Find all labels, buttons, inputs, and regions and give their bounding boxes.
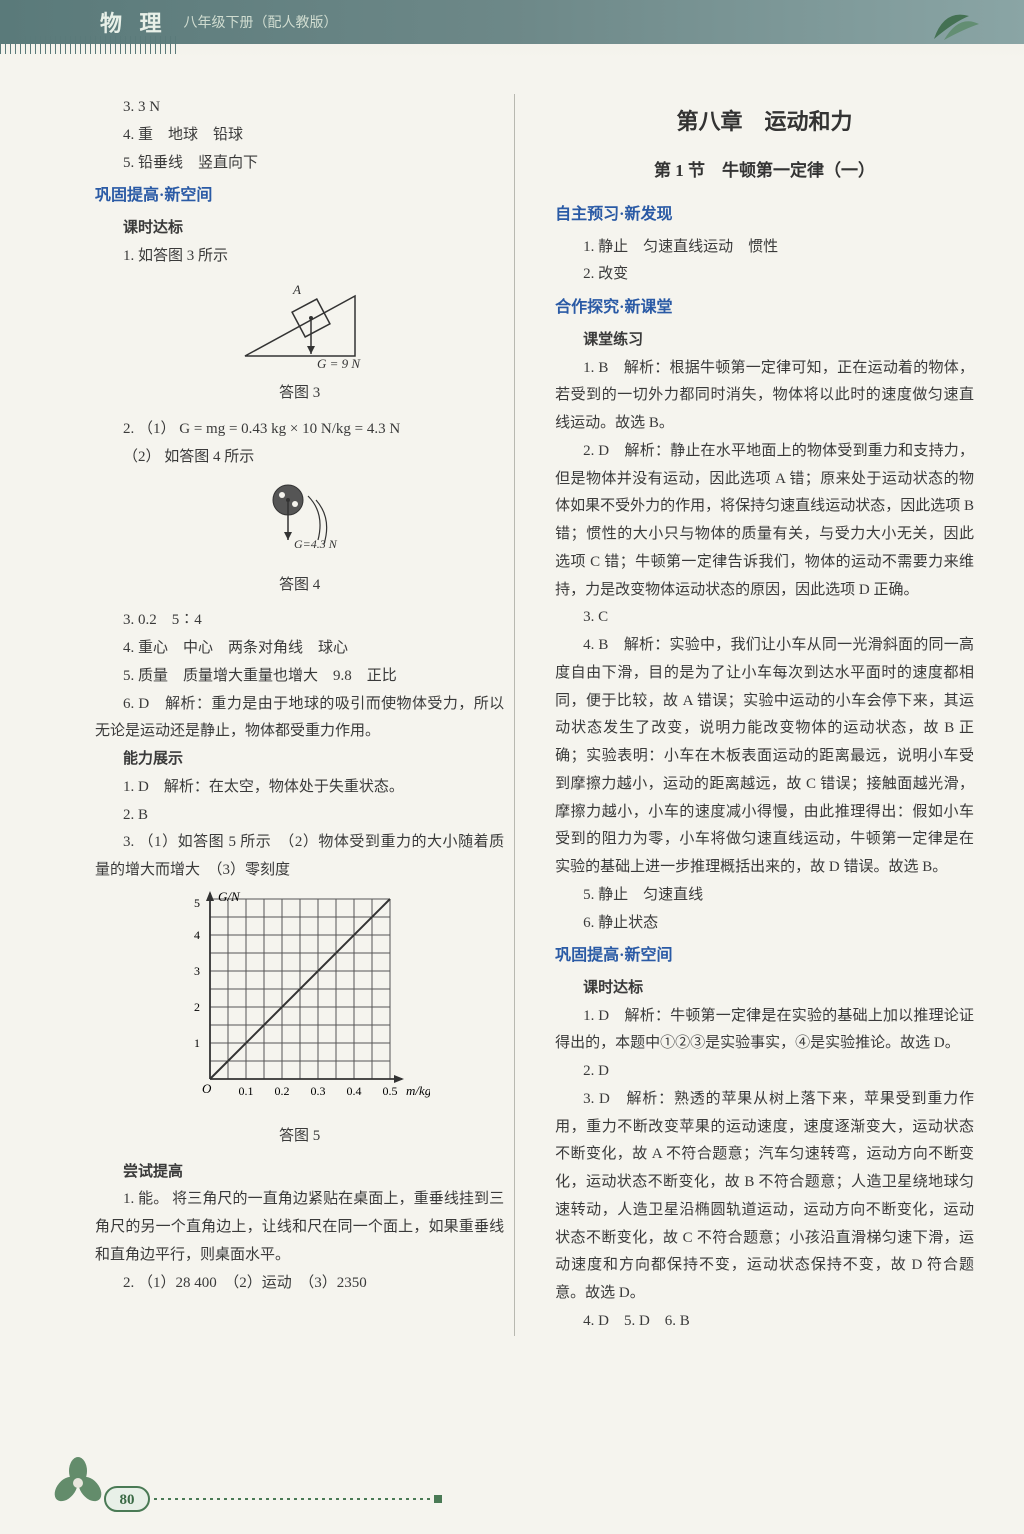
footer-dots-end bbox=[434, 1495, 442, 1503]
subsection-try: 尝试提高 bbox=[95, 1159, 504, 1187]
origin-label: O bbox=[202, 1081, 212, 1096]
ytick-5: 5 bbox=[194, 896, 200, 910]
k4: 4. D 5. D 6. B bbox=[555, 1308, 974, 1336]
c4: 4. B 解析：实验中，我们让小车从同一光滑斜面的同一高度自由下滑，目的是为了让… bbox=[555, 632, 974, 882]
q4: 4. 重心 中心 两条对角线 球心 bbox=[95, 635, 504, 663]
subsection-classex: 课堂练习 bbox=[555, 327, 974, 355]
y-axis-label: G/N bbox=[218, 889, 241, 904]
q1: 1. 如答图 3 所示 bbox=[95, 243, 504, 271]
grade-label: 八年级下册（配人教版） bbox=[184, 12, 338, 32]
left-column: 3. 3 N 4. 重 地球 铅球 5. 铅垂线 竖直向下 巩固提高·新空间 课… bbox=[95, 94, 504, 1336]
xtick-2: 0.2 bbox=[274, 1084, 289, 1098]
ans-3: 3. 3 N bbox=[95, 94, 504, 122]
k2: 2. D bbox=[555, 1058, 974, 1086]
section-coop: 合作探究·新课堂 bbox=[555, 293, 974, 323]
fig3-label-a: A bbox=[292, 282, 301, 297]
subject-title: 物 理 bbox=[100, 6, 168, 38]
page: 物 理 八年级下册（配人教版） 3. 3 N 4. 重 地球 铅球 5. 铅垂线… bbox=[0, 0, 1024, 1534]
content-columns: 3. 3 N 4. 重 地球 铅球 5. 铅垂线 竖直向下 巩固提高·新空间 课… bbox=[0, 44, 1024, 1336]
k3: 3. D 解析：熟透的苹果从树上落下来，苹果受到重力作用，重力不断改变苹果的运动… bbox=[555, 1086, 974, 1308]
chapter-title: 第八章 运动和力 bbox=[555, 102, 974, 143]
xtick-5: 0.5 bbox=[382, 1084, 397, 1098]
c3: 3. C bbox=[555, 604, 974, 632]
c1: 1. B 解析：根据牛顿第一定律可知，正在运动着的物体，若受到的一切外力都同时消… bbox=[555, 355, 974, 438]
xtick-3: 0.3 bbox=[310, 1084, 325, 1098]
fig3-caption: 答图 3 bbox=[95, 380, 504, 408]
x-axis-label: m/kg bbox=[406, 1083, 430, 1098]
xtick-4: 0.4 bbox=[346, 1084, 361, 1098]
subsection-keshi-r: 课时达标 bbox=[555, 975, 974, 1003]
c5: 5. 静止 匀速直线 bbox=[555, 882, 974, 910]
a2: 2. B bbox=[95, 802, 504, 830]
a3: 3. （1）如答图 5 所示 （2）物体受到重力的大小随着质量的增大而增大 （3… bbox=[95, 829, 504, 885]
page-footer: 80 bbox=[0, 1454, 1024, 1534]
ytick-2: 2 bbox=[194, 1000, 200, 1014]
ans-5: 5. 铅垂线 竖直向下 bbox=[95, 150, 504, 178]
ruler-decoration bbox=[0, 36, 180, 54]
q2-2: （2） 如答图 4 所示 bbox=[95, 444, 504, 472]
q2-1: 2. （1） G = mg = 0.43 kg × 10 N/kg = 4.3 … bbox=[95, 416, 504, 444]
footer-dots bbox=[154, 1498, 434, 1500]
ans-4: 4. 重 地球 铅球 bbox=[95, 122, 504, 150]
fig4-label-g: G=4.3 N bbox=[294, 537, 338, 551]
p2: 2. 改变 bbox=[555, 261, 974, 289]
figure-3: A G = 9 N bbox=[95, 276, 504, 376]
fig4-caption: 答图 4 bbox=[95, 572, 504, 600]
q5: 5. 质量 质量增大重量也增大 9.8 正比 bbox=[95, 663, 504, 691]
ytick-3: 3 bbox=[194, 964, 200, 978]
q3: 3. 0.2 5∶4 bbox=[95, 607, 504, 635]
figure-5-chart: 1 2 3 4 5 0.1 0.2 0.3 0.4 0.5 O G/N m/kg bbox=[170, 889, 430, 1119]
t2: 2. （1）28 400 （2）运动 （3）2350 bbox=[95, 1270, 504, 1298]
column-divider bbox=[514, 94, 515, 1336]
q6: 6. D 解析：重力是由于地球的吸引而使物体受力，所以无论是运动还是静止，物体都… bbox=[95, 691, 504, 747]
section-title: 第 1 节 牛顿第一定律（一） bbox=[555, 155, 974, 186]
ytick-4: 4 bbox=[194, 928, 200, 942]
subsection-ability: 能力展示 bbox=[95, 746, 504, 774]
page-number: 80 bbox=[104, 1486, 150, 1512]
leaf-icon bbox=[924, 4, 984, 44]
section-preview: 自主预习·新发现 bbox=[555, 200, 974, 230]
t1: 1. 能。 将三角尺的一直角边紧贴在桌面上，重垂线挂到三角尺的另一个直角边上，让… bbox=[95, 1186, 504, 1269]
fig5-caption: 答图 5 bbox=[95, 1123, 504, 1151]
section-consolidate: 巩固提高·新空间 bbox=[95, 181, 504, 211]
c6: 6. 静止状态 bbox=[555, 910, 974, 938]
subsection-keshi: 课时达标 bbox=[95, 215, 504, 243]
p1: 1. 静止 匀速直线运动 惯性 bbox=[555, 234, 974, 262]
fig3-label-g: G = 9 N bbox=[317, 356, 361, 371]
flower-icon bbox=[50, 1455, 106, 1516]
figure-4: G=4.3 N bbox=[95, 478, 504, 568]
c2: 2. D 解析：静止在水平地面上的物体受到重力和支持力，但是物体并没有运动，因此… bbox=[555, 438, 974, 605]
k1: 1. D 解析：牛顿第一定律是在实验的基础上加以推理论证得出的，本题中①②③是实… bbox=[555, 1003, 974, 1059]
right-column: 第八章 运动和力 第 1 节 牛顿第一定律（一） 自主预习·新发现 1. 静止 … bbox=[555, 94, 974, 1336]
section-consolidate-r: 巩固提高·新空间 bbox=[555, 941, 974, 971]
xtick-1: 0.1 bbox=[238, 1084, 253, 1098]
ytick-1: 1 bbox=[194, 1036, 200, 1050]
a1: 1. D 解析：在太空，物体处于失重状态。 bbox=[95, 774, 504, 802]
